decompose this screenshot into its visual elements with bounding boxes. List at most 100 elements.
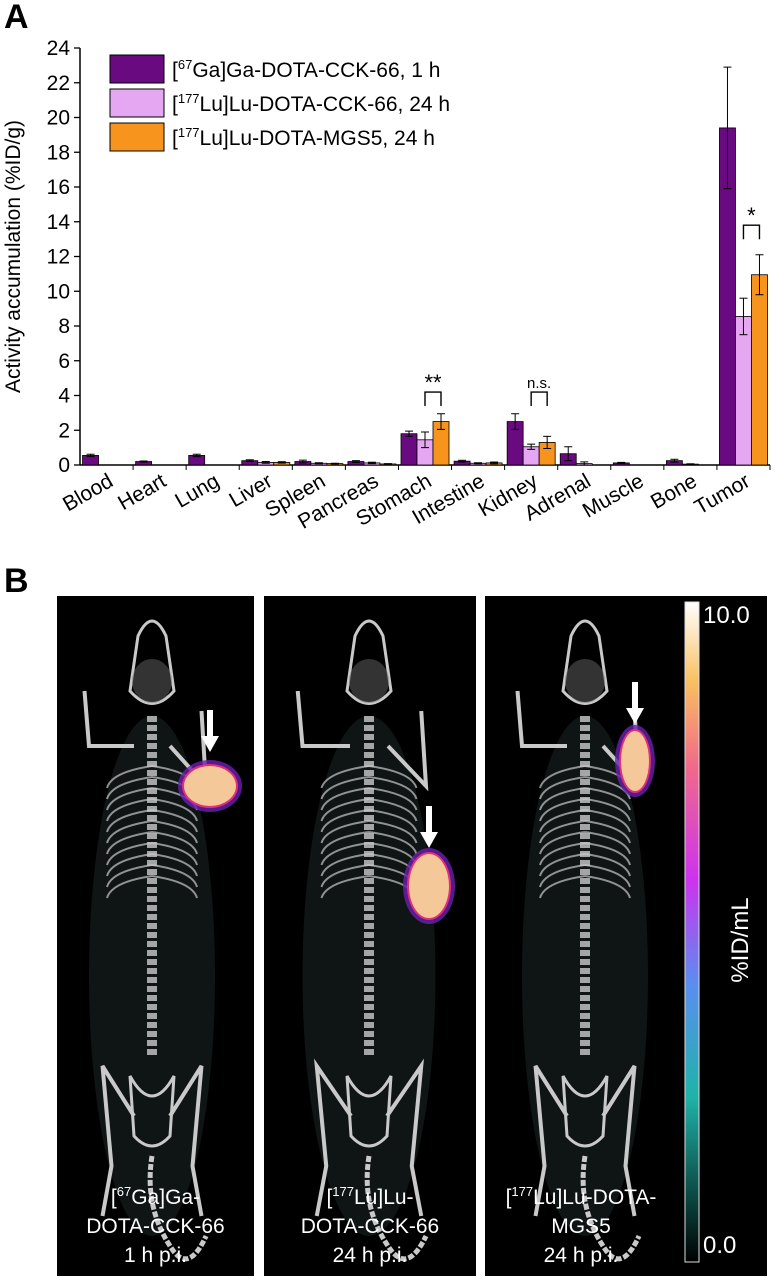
y-tick-label: 20 — [47, 107, 70, 130]
image-caption-2: [177Lu]Lu- DOTA-CCK-66 24 h p.i. — [300, 1184, 440, 1267]
rib — [320, 853, 370, 877]
rib — [539, 842, 586, 866]
image-caption-3: [177Lu]Lu-DOTA- MGS5 24 h p.i. — [505, 1184, 657, 1267]
rib — [368, 809, 418, 833]
rib — [368, 776, 418, 800]
y-tick-label: 0 — [58, 454, 70, 477]
front-leg-left — [295, 690, 350, 748]
y-tick-label: 10 — [47, 280, 70, 303]
vertebra — [364, 1004, 374, 1010]
x-tick-label: Tumor — [691, 469, 754, 519]
panel-label-b: B — [4, 562, 29, 600]
rib — [106, 798, 153, 822]
y-tick-label: 16 — [47, 176, 70, 199]
vertebra — [580, 932, 590, 938]
vertebra — [147, 896, 157, 902]
y-tick-label: 14 — [47, 211, 71, 234]
vertebra — [364, 761, 374, 767]
vertebra — [147, 932, 157, 938]
vertebra — [147, 860, 157, 866]
vertebra — [147, 770, 157, 776]
y-tick-label: 6 — [58, 350, 70, 373]
vertebra — [147, 761, 157, 767]
arrow-icon — [201, 736, 219, 752]
rib — [539, 765, 586, 789]
vertebra — [364, 977, 374, 983]
vertebra — [580, 878, 590, 884]
vertebra — [580, 941, 590, 947]
vertebra — [147, 842, 157, 848]
rib — [320, 864, 370, 888]
x-tick-label: Muscle — [579, 469, 648, 522]
pelvis — [561, 1075, 609, 1148]
vertebra — [580, 950, 590, 956]
vertebra — [364, 770, 374, 776]
rib — [584, 853, 631, 877]
vertebra — [364, 1040, 374, 1046]
hind-leg-left — [314, 1058, 353, 1217]
rib — [584, 842, 631, 866]
vertebra — [147, 977, 157, 983]
vertebra — [147, 1031, 157, 1037]
arrow-shaft — [207, 710, 213, 738]
mouse-skeleton-3 — [515, 601, 700, 1263]
vertebra — [364, 968, 374, 974]
mouse-skeleton-2 — [295, 619, 455, 1262]
hind-leg-left — [100, 1064, 136, 1217]
rib — [106, 765, 153, 789]
vertebra — [364, 950, 374, 956]
legend-entry: [177Lu]Lu-DOTA-CCK-66, 24 h — [172, 91, 450, 116]
rib — [106, 820, 153, 844]
vertebra — [364, 833, 374, 839]
mouse-skeleton-1 — [82, 619, 242, 1262]
rib — [539, 820, 586, 844]
significance-bracket — [530, 391, 548, 407]
vertebra — [364, 878, 374, 884]
rib — [320, 809, 370, 833]
vertebra — [364, 752, 374, 758]
vertebra — [580, 977, 590, 983]
vertebra — [364, 1013, 374, 1019]
vertebra — [364, 869, 374, 875]
vertebra — [147, 806, 157, 812]
vertebra — [580, 716, 590, 722]
rib — [106, 853, 153, 877]
vertebra — [580, 1004, 590, 1010]
vertebra — [147, 905, 157, 911]
rib — [539, 864, 586, 888]
arrow-shaft — [632, 682, 638, 710]
y-tick-label: 18 — [47, 141, 70, 164]
front-leg-right — [386, 710, 429, 792]
vertebra — [580, 1031, 590, 1037]
pelvis — [345, 1075, 393, 1148]
vertebra — [147, 824, 157, 830]
vertebra — [580, 923, 590, 929]
rib — [584, 831, 631, 855]
vertebra — [364, 914, 374, 920]
rib — [584, 776, 631, 800]
rib — [151, 875, 198, 899]
rib — [320, 831, 370, 855]
rib — [539, 787, 586, 811]
significance-label: n.s. — [527, 375, 551, 392]
panel-label-a: A — [4, 0, 29, 36]
vertebra — [147, 923, 157, 929]
vertebra — [580, 914, 590, 920]
rib — [106, 787, 153, 811]
vertebra — [147, 743, 157, 749]
vertebra — [147, 959, 157, 965]
skull-fill — [349, 659, 389, 703]
vertebra — [580, 968, 590, 974]
vertebra — [364, 806, 374, 812]
significance-bracket — [424, 391, 442, 407]
rib — [368, 820, 418, 844]
rib — [320, 798, 370, 822]
vertebra — [580, 1040, 590, 1046]
rib — [151, 831, 198, 855]
mouse-image-2: [177Lu]Lu- DOTA-CCK-66 24 h p.i. — [264, 596, 476, 1276]
vertebra — [147, 1022, 157, 1028]
vertebra — [147, 734, 157, 740]
y-tick-label: 12 — [47, 246, 70, 269]
colorbar-min-label: 0.0 — [703, 1232, 737, 1259]
vertebra — [364, 941, 374, 947]
